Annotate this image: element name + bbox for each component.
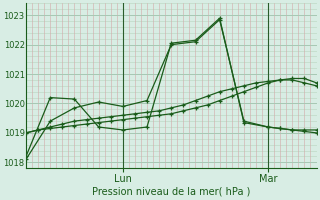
X-axis label: Pression niveau de la mer( hPa ): Pression niveau de la mer( hPa ) (92, 187, 251, 197)
